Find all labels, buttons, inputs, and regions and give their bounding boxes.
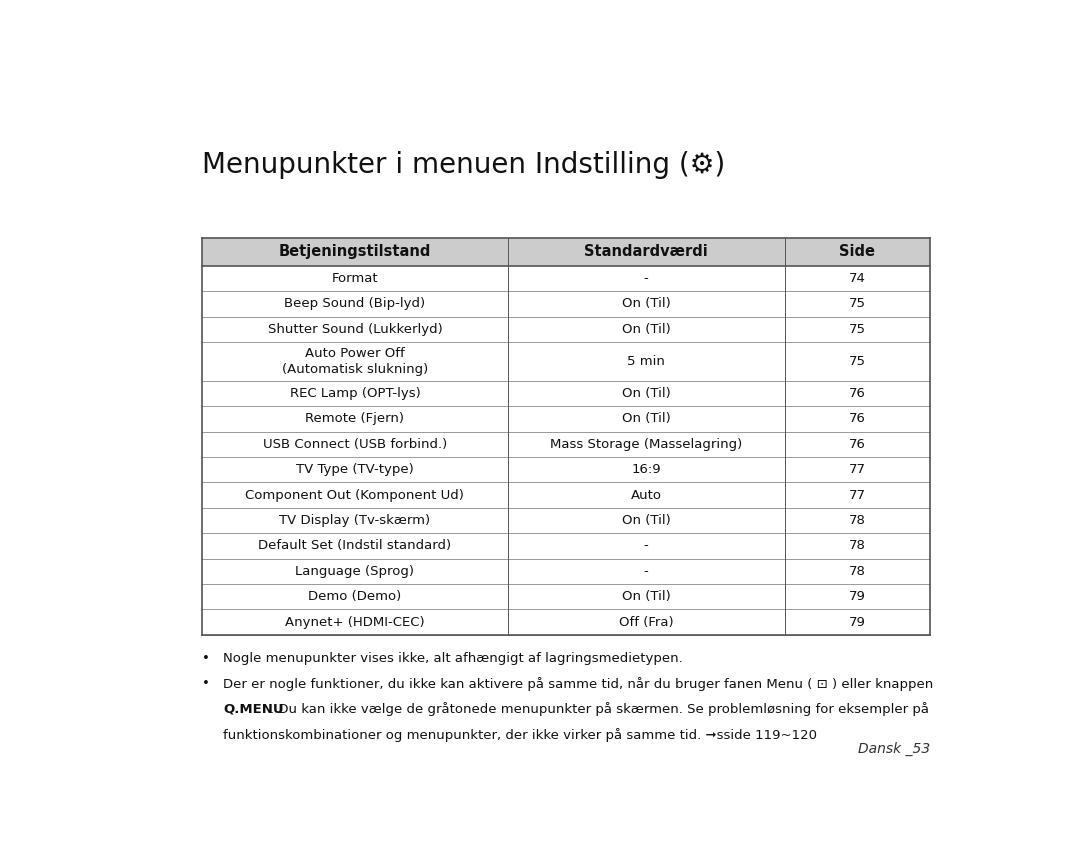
Text: Nogle menupunkter vises ikke, alt afhængigt af lagringsmedietypen.: Nogle menupunkter vises ikke, alt afhæng… [222,652,683,665]
Text: 75: 75 [849,355,866,368]
Text: funktionskombinationer og menupunkter, der ikke virker på samme tid. ➞sside 119~: funktionskombinationer og menupunkter, d… [222,727,816,742]
Text: . Du kan ikke vælge de gråtonede menupunkter på skærmen. Se problemløsning for e: . Du kan ikke vælge de gråtonede menupun… [270,702,929,716]
Text: On (Til): On (Til) [622,298,671,311]
Text: -: - [644,539,648,552]
Text: Language (Sprog): Language (Sprog) [295,565,415,578]
Text: On (Til): On (Til) [622,323,671,336]
Text: 77: 77 [849,464,866,477]
Bar [202,238,930,266]
Text: On (Til): On (Til) [622,387,671,400]
Text: On (Til): On (Til) [622,590,671,603]
Text: On (Til): On (Til) [622,412,671,425]
Text: 74: 74 [849,272,866,285]
Text: 5 min: 5 min [627,355,665,368]
Text: 77: 77 [849,489,866,502]
Text: Menupunkter i menuen Indstilling (⚙): Menupunkter i menuen Indstilling (⚙) [202,151,725,179]
Text: 79: 79 [849,615,866,628]
Text: •: • [202,677,210,690]
Text: Component Out (Komponent Ud): Component Out (Komponent Ud) [245,489,464,502]
Text: 76: 76 [849,437,866,450]
Text: Default Set (Indstil standard): Default Set (Indstil standard) [258,539,451,552]
Text: 78: 78 [849,539,866,552]
Text: Standardværdi: Standardværdi [584,245,708,260]
Text: Remote (Fjern): Remote (Fjern) [306,412,404,425]
Text: Auto: Auto [631,489,662,502]
Text: 75: 75 [849,298,866,311]
Text: Anynet+ (HDMI-CEC): Anynet+ (HDMI-CEC) [285,615,424,628]
Text: 76: 76 [849,387,866,400]
Text: USB Connect (USB forbind.): USB Connect (USB forbind.) [262,437,447,450]
Text: -: - [644,272,648,285]
Text: 76: 76 [849,412,866,425]
Text: 79: 79 [849,590,866,603]
Text: Side: Side [839,245,875,260]
Text: 16:9: 16:9 [632,464,661,477]
Text: Q.MENU: Q.MENU [222,702,284,715]
Text: Mass Storage (Masselagring): Mass Storage (Masselagring) [550,437,742,450]
Text: On (Til): On (Til) [622,514,671,527]
Text: Off (Fra): Off (Fra) [619,615,674,628]
Text: Auto Power Off
(Automatisk slukning): Auto Power Off (Automatisk slukning) [282,347,428,376]
Text: 78: 78 [849,514,866,527]
Text: Betjeningstilstand: Betjeningstilstand [279,245,431,260]
Text: Format: Format [332,272,378,285]
Text: Dansk _53: Dansk _53 [858,741,930,756]
Text: Shutter Sound (Lukkerlyd): Shutter Sound (Lukkerlyd) [268,323,442,336]
Text: •: • [202,652,210,665]
Text: Demo (Demo): Demo (Demo) [308,590,402,603]
Text: REC Lamp (OPT-lys): REC Lamp (OPT-lys) [289,387,420,400]
Text: Der er nogle funktioner, du ikke kan aktivere på samme tid, når du bruger fanen : Der er nogle funktioner, du ikke kan akt… [222,677,933,691]
Text: -: - [644,565,648,578]
Text: TV Display (Tv-skærm): TV Display (Tv-skærm) [280,514,431,527]
Text: 75: 75 [849,323,866,336]
Text: TV Type (TV-type): TV Type (TV-type) [296,464,414,477]
Text: Beep Sound (Bip-lyd): Beep Sound (Bip-lyd) [284,298,426,311]
Text: 78: 78 [849,565,866,578]
